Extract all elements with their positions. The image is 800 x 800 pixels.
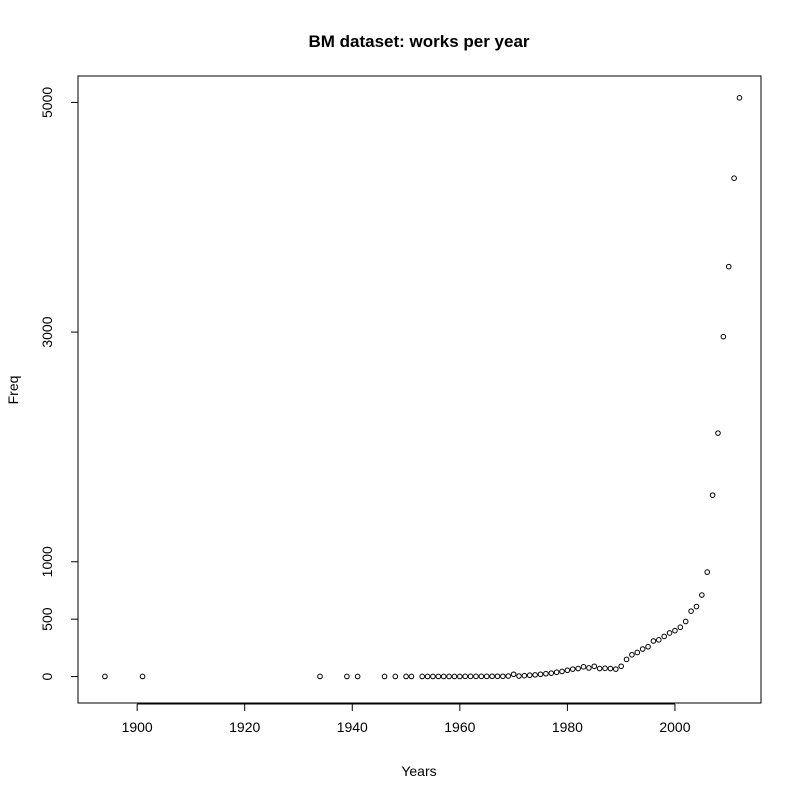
data-point (666, 630, 673, 636)
data-point (419, 673, 425, 680)
data-point (139, 673, 146, 680)
data-point (392, 673, 399, 680)
data-point (521, 672, 528, 679)
data-point (586, 665, 592, 671)
data-point (424, 673, 431, 680)
data-point (354, 673, 361, 680)
data-point (344, 673, 350, 680)
data-point (639, 646, 646, 652)
data-point (623, 656, 630, 663)
data-point (656, 637, 662, 643)
data-point (699, 592, 705, 598)
plot-frame (77, 75, 762, 704)
data-point (489, 673, 495, 680)
data-point (693, 603, 700, 610)
y-axis: 0 500 1000 3000 5000 (39, 87, 79, 680)
data-point (408, 673, 415, 680)
data-point (457, 673, 463, 680)
data-point (618, 663, 624, 670)
data-point (462, 673, 469, 680)
data-point (526, 672, 533, 679)
y-tick-label: 5000 (39, 87, 55, 118)
data-point (446, 673, 452, 680)
x-tick-label: 1960 (444, 719, 475, 735)
data-point (602, 665, 608, 672)
x-axis: 1900 1920 1940 1960 1980 2000 (122, 703, 691, 735)
x-tick-label: 2000 (659, 719, 690, 735)
data-point (575, 665, 581, 672)
y-tick-label: 0 (39, 672, 55, 680)
data-point (543, 670, 549, 677)
data-point (709, 492, 716, 498)
data-point (629, 651, 635, 658)
data-point (500, 673, 506, 680)
data-point (467, 673, 474, 680)
data-point (451, 673, 458, 680)
data-point (736, 95, 743, 101)
data-point (494, 673, 501, 680)
data-point (381, 673, 388, 680)
data-point (564, 667, 571, 674)
y-tick-label: 1000 (39, 546, 55, 577)
data-points (102, 95, 743, 680)
data-point (731, 175, 737, 182)
data-point (612, 666, 619, 672)
x-tick-label: 1940 (337, 719, 368, 735)
data-point (473, 673, 479, 680)
data-point (440, 673, 447, 680)
data-point (532, 672, 538, 678)
data-point (548, 670, 555, 676)
x-tick-label: 1980 (552, 719, 583, 735)
data-point (682, 618, 689, 625)
y-axis-label: Freq (5, 376, 21, 405)
data-point (661, 633, 667, 640)
data-point (645, 643, 651, 650)
data-point (677, 624, 684, 631)
data-point (483, 673, 490, 680)
x-tick-label: 1920 (229, 719, 260, 735)
data-point (478, 673, 485, 680)
data-point (537, 671, 544, 678)
data-point (704, 569, 711, 575)
data-point (516, 673, 522, 679)
data-point (559, 668, 565, 675)
data-point (510, 671, 517, 678)
data-point (505, 673, 512, 679)
data-point (553, 669, 560, 676)
data-point (596, 665, 603, 672)
data-point (688, 608, 694, 614)
data-point (317, 673, 323, 680)
y-tick-label: 3000 (39, 316, 55, 347)
data-point (634, 649, 641, 656)
data-point (715, 430, 721, 436)
data-point (430, 673, 436, 680)
data-point (403, 673, 409, 680)
y-tick-label: 500 (39, 607, 55, 631)
data-point (569, 666, 576, 672)
x-tick-label: 1900 (122, 719, 153, 735)
data-point (720, 333, 727, 340)
data-point (102, 673, 108, 680)
data-point (672, 627, 678, 634)
data-point (580, 664, 587, 670)
x-axis-label: Years (401, 763, 436, 779)
data-point (650, 638, 657, 644)
data-point (607, 665, 614, 672)
data-point (725, 263, 732, 270)
chart-title: BM dataset: works per year (308, 32, 529, 51)
data-point (591, 663, 598, 670)
data-point (435, 673, 442, 680)
